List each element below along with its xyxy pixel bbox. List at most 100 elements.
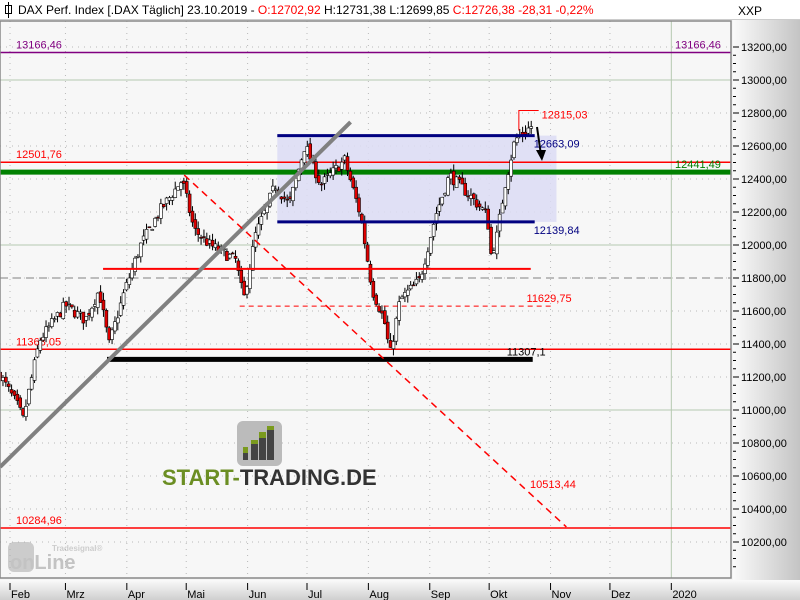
candle-body [474,199,479,208]
candle-body [38,340,43,351]
candle [383,305,387,325]
candle [411,281,416,287]
x-tick-label: Dez [611,589,631,600]
high-marker [518,110,539,131]
candle [394,316,399,346]
candle-body [339,161,344,170]
zone-bottom-label: 12139,84 [534,225,580,237]
candle-body [187,193,192,213]
candle [440,196,445,207]
candle-body [368,263,373,283]
candle-body [457,176,462,180]
level-label: 13166,46 [16,40,62,52]
candle-body [437,204,442,212]
candle-body [431,223,436,237]
candle-body [196,228,200,235]
candle [116,310,120,331]
candle-body [18,397,22,408]
candle-body [70,304,74,308]
candle [144,223,149,244]
candle-body [230,252,235,255]
candle [348,167,353,182]
candle [506,171,511,195]
candle-body [305,146,310,155]
candle [41,332,45,342]
candle-body [49,318,54,327]
candle-body [426,251,430,266]
candle [121,289,126,310]
candle-body [233,255,238,259]
candle-body [29,377,34,390]
candle [512,140,516,160]
candle-body [374,294,379,305]
candle-body [44,326,48,338]
candle [472,192,476,206]
candle-body [328,172,333,177]
candle-body [190,210,195,223]
candle-body [285,198,290,201]
candle [391,335,396,356]
candle [236,258,241,276]
candle [133,255,137,276]
candle-body [316,175,321,183]
candle [259,210,264,231]
candle [494,225,499,260]
candle-body [325,174,330,176]
candle [285,194,290,208]
candle [179,181,183,197]
candle [227,253,232,260]
candle-body [164,197,169,204]
x-tick-label: Mai [187,589,205,600]
y-tick-label: 11800,00 [741,273,786,285]
candle [486,205,490,230]
candle-body [121,292,126,306]
candle [256,217,261,239]
corner-logo-sub: Tradesignal® [52,544,102,553]
candle [27,388,31,406]
candle [437,197,442,217]
level-label-right: 13166,46 [675,40,721,52]
candle [176,186,180,191]
candle-body [472,193,476,199]
candle [371,278,376,301]
candle [147,226,152,229]
candle-body [250,246,255,271]
y-tick-label: 13200,00 [741,42,787,54]
candle [314,156,318,184]
candle [426,247,430,269]
candle [354,180,358,203]
y-tick-label: 10600,00 [741,471,787,483]
candle [44,320,48,343]
candle [374,292,379,307]
candle-body [184,181,189,194]
candle-body [529,126,534,129]
candle [245,285,249,299]
candle-body [213,243,218,248]
candle-body [400,296,404,300]
candle [29,374,34,391]
candle [351,175,356,190]
candle-body [156,216,160,219]
candle [32,357,37,383]
candle [322,173,327,190]
candle-body [24,406,28,417]
candle [339,157,344,176]
candle-body [207,239,212,244]
candle-body [512,141,516,158]
candle-body [342,155,347,161]
candle-body [4,376,8,383]
candle-body [506,174,511,190]
candle [500,199,505,214]
y-tick-label: 10200,00 [741,537,787,549]
candle-body [199,237,203,239]
candle-body [362,221,367,245]
candle-body [113,321,117,332]
x-tick-label: Nov [552,589,572,600]
candle-body [193,219,198,229]
candle-body [21,408,25,416]
candle [35,345,40,359]
candle-body [138,242,143,258]
candle-body [271,185,275,192]
candle [170,195,175,206]
